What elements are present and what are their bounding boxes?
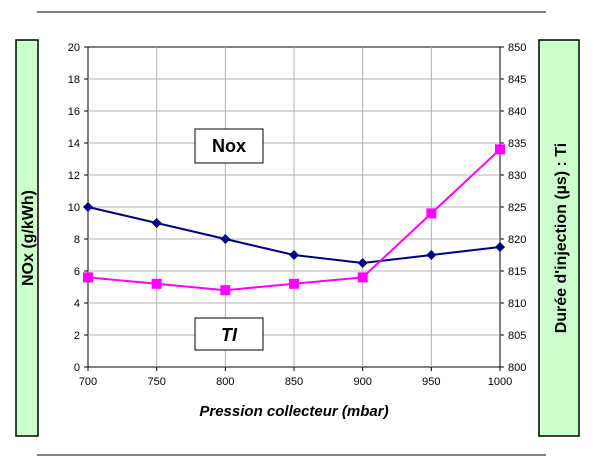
- right-axis-label-box: [538, 39, 580, 437]
- x-axis-label: Pression collecteur (mbar): [199, 403, 388, 420]
- right-tick-label: 825: [508, 202, 526, 214]
- left-tick-label: 0: [74, 362, 80, 374]
- left-tick-label: 12: [68, 170, 80, 182]
- ti-data-point: [289, 278, 299, 289]
- left-tick-label: 18: [68, 74, 80, 86]
- ti-data-point: [426, 208, 437, 219]
- nox-data-point: [220, 234, 231, 244]
- nox-data-point: [357, 258, 368, 268]
- nox-data-point: [426, 250, 437, 260]
- left-tick-label: 6: [74, 266, 80, 278]
- nox-data-point: [83, 202, 93, 212]
- x-tick-label: 950: [422, 376, 440, 388]
- right-tick-label: 850: [508, 42, 526, 54]
- right-tick-label: 815: [508, 266, 526, 278]
- gridlines: [88, 47, 500, 367]
- right-tick-label: 810: [508, 298, 526, 310]
- right-tick-labels: 800 805 810 815 820 825 830 835 840 845 850: [500, 42, 526, 374]
- right-tick-label: 840: [508, 106, 526, 118]
- left-tick-label: 2: [74, 330, 80, 342]
- series-layer: [83, 144, 505, 296]
- left-tick-label: 14: [68, 138, 80, 150]
- x-tick-label: 800: [216, 376, 234, 388]
- ti-data-point: [83, 272, 93, 283]
- right-tick-label: 830: [508, 170, 526, 182]
- left-axis-label: NOx (g/kWh): [20, 190, 37, 286]
- ti-annotation: TI: [221, 325, 238, 345]
- ti-annotation-box: [194, 317, 264, 351]
- right-tick-label: 835: [508, 138, 526, 150]
- left-tick-label: 16: [68, 106, 80, 118]
- ti-data-point: [357, 272, 368, 283]
- x-tick-label: 850: [285, 376, 303, 388]
- left-tick-label: 20: [68, 42, 80, 54]
- nox-data-point: [151, 218, 162, 228]
- nox-annotation-box: [194, 128, 264, 164]
- x-tick-label: 1000: [488, 376, 512, 388]
- left-axis-label-box: [15, 39, 39, 437]
- left-tick-label: 4: [74, 298, 80, 310]
- right-axis-label: Durée d'injection (µs) : Ti: [553, 143, 570, 334]
- left-tick-labels: 0 2 4 6 8 10 12 14 16 18 20: [68, 42, 88, 374]
- right-tick-label: 805: [508, 330, 526, 342]
- nox-data-point: [289, 250, 299, 260]
- right-tick-label: 845: [508, 74, 526, 86]
- x-tick-labels: 700 750 800 850 900 950 1000: [79, 367, 512, 388]
- nox-data-point: [495, 242, 505, 252]
- right-tick-label: 820: [508, 234, 526, 246]
- ti-data-point: [151, 278, 162, 289]
- left-tick-label: 8: [74, 234, 80, 246]
- right-tick-label: 800: [508, 362, 526, 374]
- nox-annotation: Nox: [212, 136, 246, 156]
- ti-data-point: [495, 144, 505, 155]
- x-tick-label: 900: [353, 376, 371, 388]
- ti-data-point: [220, 285, 231, 296]
- left-tick-label: 10: [68, 202, 80, 214]
- x-tick-label: 750: [147, 376, 165, 388]
- x-tick-label: 700: [79, 376, 97, 388]
